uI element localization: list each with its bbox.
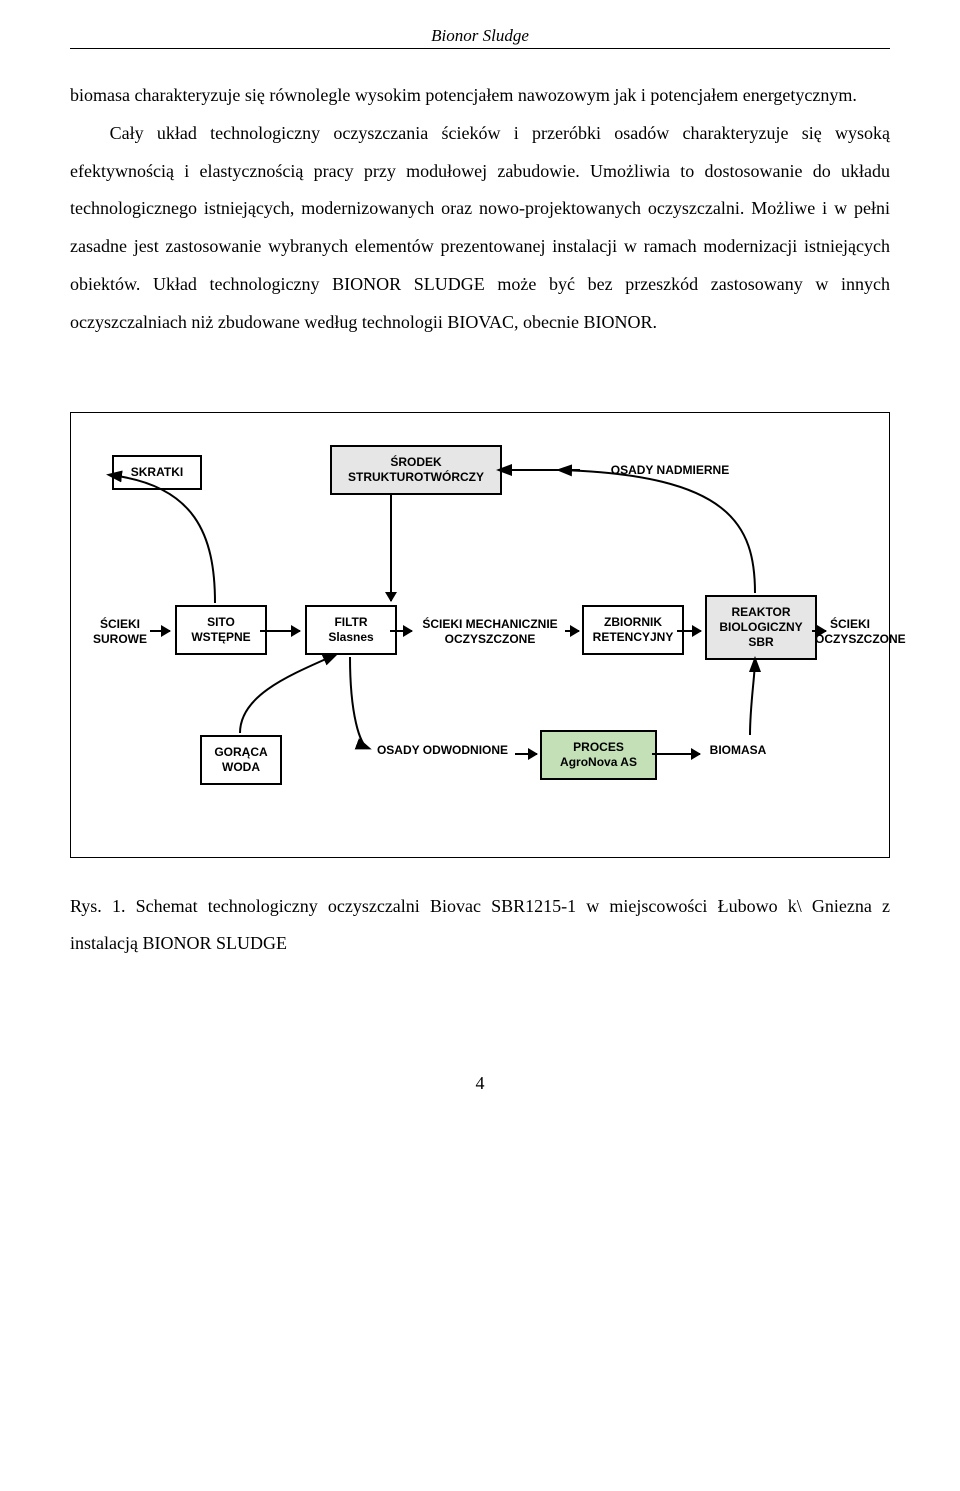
page-number: 4 (70, 1073, 890, 1094)
figure-caption: Rys. 1. Schemat technologiczny oczyszcza… (70, 888, 890, 964)
figure-1: SKRATKI ŚRODEK STRUKTUROTWÓRCZY OSADY NA… (70, 412, 890, 858)
diagram: SKRATKI ŚRODEK STRUKTUROTWÓRCZY OSADY NA… (90, 435, 870, 835)
body-text: biomasa charakteryzuje się równolegle wy… (70, 77, 890, 342)
page: Bionor Sludge biomasa charakteryzuje się… (70, 0, 890, 1114)
para-2: Cały układ technologiczny oczyszczania ś… (70, 115, 890, 342)
curves (90, 435, 870, 835)
running-head: Bionor Sludge (70, 20, 890, 49)
para-1: biomasa charakteryzuje się równolegle wy… (70, 77, 890, 115)
